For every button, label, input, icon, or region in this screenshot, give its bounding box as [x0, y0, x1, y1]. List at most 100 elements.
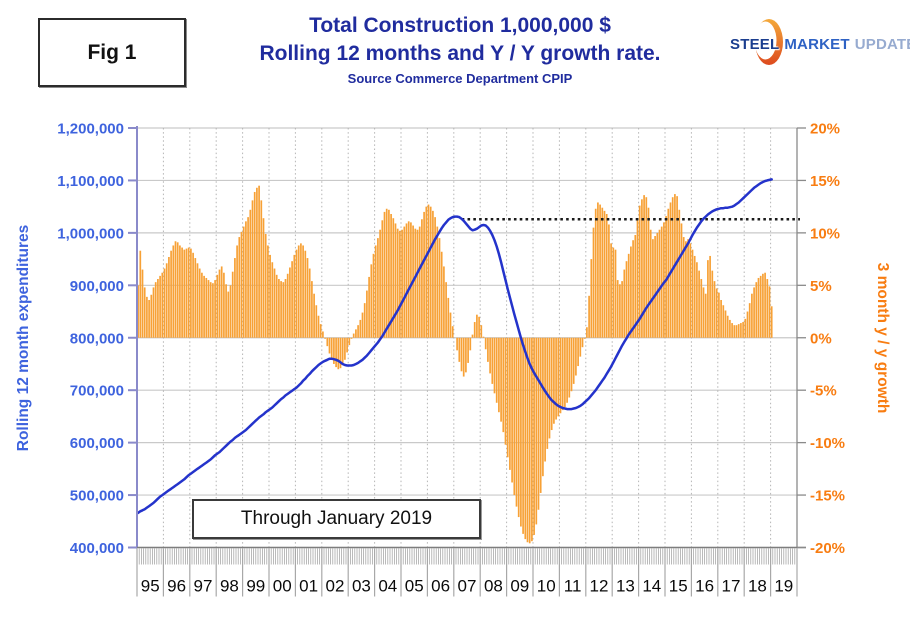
bar	[458, 337, 461, 362]
bar	[348, 337, 351, 346]
bar	[137, 285, 139, 338]
x-axis-year-label: 16	[695, 577, 714, 596]
bar	[385, 208, 388, 338]
bar	[649, 229, 652, 338]
annotation-box: Through January 2019	[192, 499, 481, 539]
bar	[535, 337, 538, 525]
bar	[542, 337, 544, 477]
bar	[165, 263, 168, 338]
bar	[291, 261, 293, 338]
bar	[179, 245, 181, 338]
bar	[438, 238, 441, 338]
bar	[590, 259, 593, 338]
bar	[148, 299, 150, 338]
bar	[720, 299, 722, 338]
bar	[157, 279, 159, 338]
x-axis-year-label: 17	[722, 577, 741, 596]
bar	[751, 293, 753, 338]
bar	[722, 305, 725, 338]
bar	[630, 246, 632, 338]
bar	[559, 337, 562, 414]
bar	[768, 286, 771, 338]
bar	[355, 329, 357, 338]
bar	[748, 303, 751, 338]
bar	[377, 238, 379, 338]
bar	[493, 337, 496, 394]
bar	[707, 260, 709, 338]
bar	[399, 230, 401, 338]
bar	[616, 280, 619, 338]
bar	[568, 337, 571, 398]
bar	[196, 263, 199, 338]
annotation-box-text: Through January 2019	[240, 508, 433, 529]
bar	[548, 337, 551, 439]
left-axis-tick-label: 600,000	[70, 435, 124, 452]
bar	[625, 261, 628, 338]
bar	[489, 337, 491, 374]
bar	[522, 337, 524, 534]
bar	[526, 337, 529, 543]
right-axis-title: 3 month y / y growth	[874, 262, 891, 414]
bar	[247, 217, 249, 338]
bar	[436, 226, 439, 338]
left-axis-tick-label: 400,000	[70, 540, 124, 557]
bar	[656, 232, 659, 338]
bar	[187, 247, 190, 338]
bar	[572, 337, 575, 384]
bar	[676, 196, 678, 338]
left-axis-tick-label: 1,000,000	[57, 225, 124, 242]
bar	[658, 229, 661, 338]
bar	[357, 325, 359, 338]
bar	[335, 337, 337, 368]
bar	[612, 247, 615, 338]
right-axis-tick-label: 15%	[810, 173, 840, 190]
bar	[176, 242, 179, 338]
bar	[359, 319, 362, 338]
bar	[330, 337, 333, 360]
left-axis-tick-label: 700,000	[70, 383, 124, 400]
bar	[304, 250, 307, 338]
right-axis-tick-label: 5%	[810, 278, 832, 295]
bar	[511, 337, 513, 483]
bar	[256, 187, 258, 338]
bar	[608, 224, 610, 338]
bar	[735, 325, 738, 338]
bar	[333, 337, 335, 364]
left-axis-tick-label: 500,000	[70, 488, 124, 505]
bar	[194, 258, 197, 338]
bar	[201, 272, 203, 338]
bar	[762, 273, 764, 338]
steel-market-update-logo: STEELMARKETUPDATE	[722, 6, 910, 78]
bar	[500, 337, 502, 422]
bar	[269, 254, 271, 338]
left-axis-tick-label: 800,000	[70, 330, 124, 347]
bar	[251, 200, 254, 338]
bar	[757, 277, 760, 338]
bar	[390, 213, 392, 338]
bar	[504, 337, 507, 445]
bar	[341, 337, 344, 366]
x-axis-year-label: 09	[510, 577, 529, 596]
x-axis-year-label: 06	[431, 577, 450, 596]
bar	[322, 331, 324, 338]
bar	[403, 226, 406, 338]
bar	[225, 284, 227, 338]
bar	[641, 199, 643, 338]
bar	[297, 245, 300, 338]
bar	[319, 324, 322, 338]
bar	[209, 282, 212, 338]
right-axis-tick-label: -15%	[810, 488, 845, 505]
bar	[513, 337, 516, 496]
bar	[273, 268, 276, 338]
bar	[374, 245, 377, 338]
bar	[425, 206, 428, 338]
bar	[759, 275, 762, 338]
bar	[685, 241, 687, 338]
bar	[687, 239, 689, 338]
bar	[203, 275, 205, 338]
bar	[583, 337, 586, 339]
bar	[434, 217, 436, 338]
x-axis-year-label: 18	[748, 577, 767, 596]
